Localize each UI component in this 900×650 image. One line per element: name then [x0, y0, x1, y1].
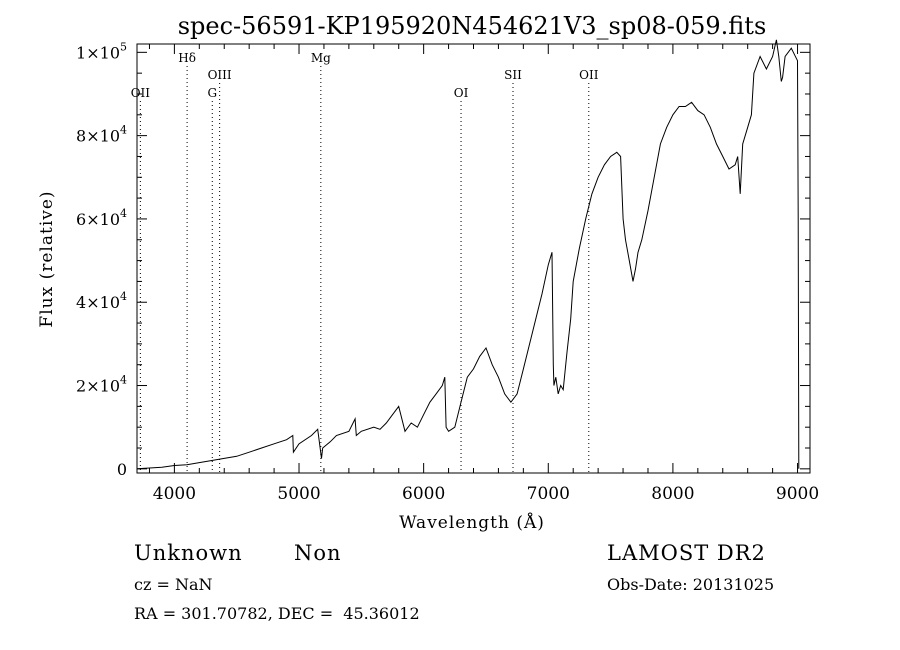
x-axis-label: Wavelength (Å)	[399, 512, 545, 533]
y-tick-label: 6×104	[76, 207, 127, 229]
x-tick-label: 8000	[651, 484, 694, 504]
class-label: Unknown	[134, 541, 243, 565]
x-tick-label: 6000	[402, 484, 445, 504]
x-tick-label: 4000	[153, 484, 196, 504]
obs-date-text: Obs-Date: 20131025	[607, 575, 775, 594]
y-tick-label: 2×104	[76, 374, 127, 396]
annotation-label: OII	[131, 86, 151, 100]
chart-title: spec-56591-KP195920N454621V3_sp08-059.fi…	[178, 12, 767, 40]
x-tick-label: 7000	[527, 484, 570, 504]
annotation-label: G	[207, 86, 217, 100]
plot-frame	[136, 43, 811, 474]
y-tick-label: 1×105	[76, 40, 127, 62]
annotation-label: OI	[454, 86, 469, 100]
annotation-label: SII	[504, 68, 522, 82]
y-axis-label: Flux (relative)	[37, 190, 57, 327]
subclass-label: Non	[294, 541, 342, 565]
annotation-label: Mg	[311, 51, 331, 65]
coordinates-text: RA = 301.70782, DEC = 45.36012	[134, 604, 420, 623]
survey-label: LAMOST DR2	[607, 541, 766, 565]
y-axis: 0 2×104 4×104 6×104 8×104 1×105	[76, 40, 810, 479]
line-annotations: OII Hδ G OIII Mg OI OII SII	[131, 51, 599, 473]
annotation-label: OII	[579, 68, 599, 82]
spectrum-line	[136, 39, 800, 470]
y-tick-label: 8×104	[76, 124, 127, 146]
x-tick-label: 9000	[776, 484, 819, 504]
annotation-label: Hδ	[178, 51, 196, 65]
y-tick-label: 4×104	[76, 290, 127, 312]
annotation-label: OIII	[208, 68, 232, 82]
x-tick-label: 5000	[277, 484, 320, 504]
x-axis: 4000 5000 6000 7000 8000 9000	[148, 44, 819, 504]
y-tick-label: 0	[117, 460, 127, 479]
redshift-text: cz = NaN	[134, 575, 213, 594]
